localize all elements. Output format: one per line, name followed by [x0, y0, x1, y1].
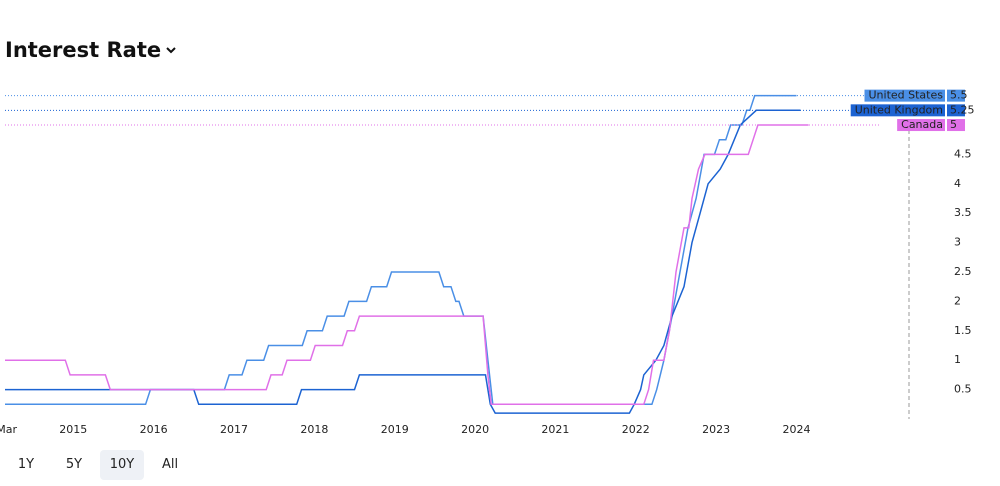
x-tick-label: 2022	[622, 423, 650, 436]
tag-value: 5.5	[950, 89, 968, 102]
chart: 0.5 1 1.5 2 2.5 3 3.5 4 4.5 5 Mar 2015 2016 2017 2018 2…	[0, 89, 975, 436]
x-tick-label: 2024	[783, 423, 811, 436]
range-button[interactable]: 1Y	[17, 457, 35, 472]
title-row[interactable]: Interest Rate	[5, 38, 177, 62]
y-tick-label: 0.5	[954, 383, 972, 396]
series-line	[5, 94, 797, 406]
x-tick-label: 2021	[541, 423, 569, 436]
y-tick-label: 2	[954, 294, 961, 307]
x-tick-label: 2016	[140, 423, 168, 436]
series-line	[5, 124, 809, 406]
x-tick-label: Mar	[0, 423, 17, 436]
range-button[interactable]: 10Y	[100, 450, 144, 480]
tag-name-bg	[897, 119, 945, 132]
tag-name: United Kingdom	[855, 103, 943, 116]
tag-name: United States	[869, 89, 944, 102]
tag-name-bg	[864, 89, 945, 102]
range-buttons: 1Y 5Y 10Y All	[4, 450, 192, 480]
x-tick-label: 2023	[702, 423, 730, 436]
y-tick-label: 3	[954, 236, 961, 249]
y-tick-label: 4.5	[954, 147, 972, 160]
y-tick-label: 2.5	[954, 265, 972, 278]
chart-title: Interest Rate	[5, 38, 162, 62]
value-tag: United Kingdom 5.25	[850, 103, 975, 117]
x-tick-label: 2015	[59, 423, 87, 436]
range-button[interactable]: All	[161, 457, 179, 472]
x-tick-label: 2020	[461, 423, 489, 436]
x-tick-label: 2017	[220, 423, 248, 436]
tag-name-bg	[850, 104, 945, 117]
tag-value-bg	[947, 104, 965, 117]
chevron	[166, 47, 176, 54]
x-tick-label: 2019	[381, 423, 409, 436]
tag-value-bg	[947, 89, 965, 102]
x-tick-label: 2018	[300, 423, 328, 436]
series-line	[5, 109, 801, 414]
y-tick-label: 1.5	[954, 324, 972, 337]
tag-value: 5.25	[950, 103, 975, 116]
range-button[interactable]: 5Y	[65, 457, 83, 472]
tag-name: Canada	[901, 118, 943, 131]
y-tick-label: 4	[954, 177, 961, 190]
y-tick-label: 3.5	[954, 206, 972, 219]
tag-value-bg	[947, 119, 965, 132]
value-tag: United States 5.5	[864, 89, 968, 102]
value-tag: Canada 5	[897, 118, 965, 132]
tag-value: 5	[950, 118, 957, 131]
y-tick-label: 1	[954, 353, 961, 366]
